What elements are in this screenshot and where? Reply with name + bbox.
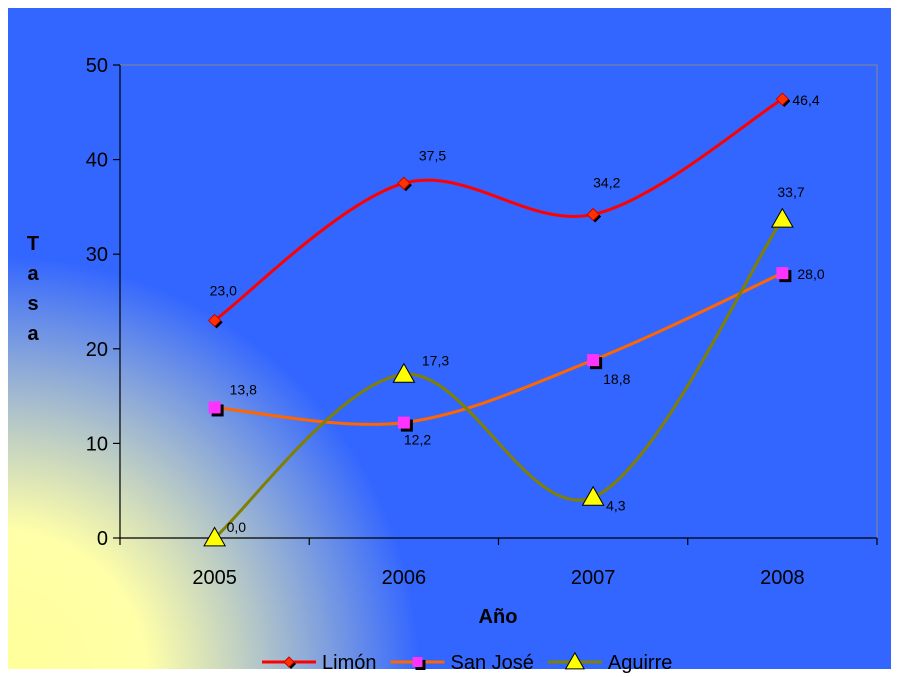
data-label-san-jos: 13,8 xyxy=(230,381,257,397)
y-tick-label: 10 xyxy=(86,433,108,455)
series-line-lim-n xyxy=(213,97,784,322)
legend-label-aguirre: Aguirre xyxy=(608,652,672,674)
data-label-aguirre: 17,3 xyxy=(422,352,449,368)
data-point-aguirre xyxy=(770,207,794,228)
y-tick-label: 20 xyxy=(86,339,108,361)
data-label-lim-n: 23,0 xyxy=(210,282,237,298)
y-axis-title-letter: a xyxy=(27,263,39,285)
legend-item-lim-n: Limón xyxy=(262,652,376,674)
data-label-san-jos: 18,8 xyxy=(603,371,630,387)
legend-marker-aguirre xyxy=(564,651,585,670)
y-axis-title-letter: T xyxy=(27,233,39,255)
chart-background xyxy=(8,8,891,669)
y-axis-title-letter: a xyxy=(27,323,39,345)
y-axis-title-letter: s xyxy=(27,293,38,315)
series-line-aguirre xyxy=(213,218,784,540)
data-label-lim-n: 46,4 xyxy=(792,92,819,108)
data-label-aguirre: 4,3 xyxy=(606,497,626,513)
y-tick-label: 40 xyxy=(86,150,108,172)
x-tick-label: 2006 xyxy=(382,567,427,589)
series-line-san-jos xyxy=(214,271,784,426)
data-point-lim-n xyxy=(586,207,600,222)
data-label-aguirre: 33,7 xyxy=(777,184,804,200)
series-lim-n xyxy=(207,92,791,329)
x-tick-label: 2008 xyxy=(760,567,805,589)
data-point-san-jos xyxy=(776,267,789,280)
legend: Limón San José Aguirre xyxy=(262,651,672,674)
x-tick-label: 2007 xyxy=(571,567,616,589)
legend-marker-san-jos xyxy=(412,657,423,667)
data-point-san-jos xyxy=(587,354,600,367)
x-axis-title: Año xyxy=(479,606,518,628)
data-point-lim-n xyxy=(207,313,222,328)
legend-label-san-jos: San José xyxy=(450,652,533,674)
data-label-lim-n: 34,2 xyxy=(593,174,620,190)
data-label-san-jos: 12,2 xyxy=(404,432,431,448)
data-label-aguirre: 0,0 xyxy=(227,519,247,535)
x-tick-label: 2005 xyxy=(192,567,237,589)
data-point-san-jos xyxy=(397,416,410,429)
y-tick-label: 30 xyxy=(86,244,108,266)
data-point-san-jos xyxy=(208,401,221,414)
legend-item-aguirre: Aguirre xyxy=(547,651,672,674)
y-tick-label: 50 xyxy=(86,55,108,77)
y-tick-label: 0 xyxy=(97,528,108,550)
legend-label-lim-n: Limón xyxy=(322,652,376,674)
data-label-lim-n: 37,5 xyxy=(419,147,446,163)
series-aguirre xyxy=(203,207,794,547)
data-point-aguirre xyxy=(392,362,416,383)
legend-item-san-jos: San José xyxy=(390,652,534,674)
data-point-aguirre xyxy=(203,526,227,547)
data-point-aguirre xyxy=(581,485,605,506)
legend-marker-lim-n xyxy=(283,656,295,668)
data-label-san-jos: 28,0 xyxy=(797,266,824,282)
series-san-jos xyxy=(208,267,792,432)
data-point-lim-n xyxy=(397,176,411,190)
data-point-lim-n xyxy=(775,92,790,106)
